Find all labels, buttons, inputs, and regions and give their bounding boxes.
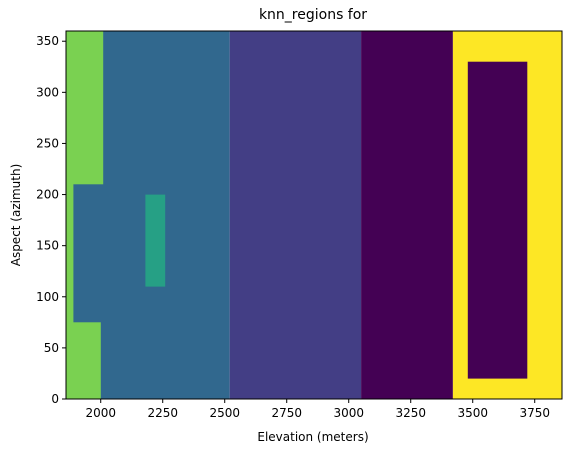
x-axis: 2000 2250 2500 2750 3000 3250 3500 3750: [85, 399, 550, 420]
heatmap-plot-area: [66, 31, 562, 399]
x-tick-label: 2000: [85, 406, 116, 420]
x-axis-label: Elevation (meters): [257, 430, 368, 444]
x-tick-label: 3750: [519, 406, 550, 420]
region-purple-8: [467, 61, 528, 379]
x-tick-label: 2750: [271, 406, 302, 420]
x-tick-label: 2250: [147, 406, 178, 420]
region-purple-6: [361, 31, 453, 399]
y-axis: 0 50 100 150 200 250 300 350: [36, 34, 66, 406]
region-lightgreen-2: [71, 322, 101, 399]
y-tick-label: 50: [44, 341, 59, 355]
x-tick-label: 2500: [209, 406, 240, 420]
y-tick-label: 350: [36, 34, 59, 48]
plot-frame: [65, 30, 563, 400]
y-tick-label: 150: [36, 239, 59, 253]
y-tick-label: 100: [36, 290, 59, 304]
y-axis-label: Aspect (azimuth): [9, 164, 23, 267]
y-tick-label: 200: [36, 188, 59, 202]
region-cyan-4: [145, 194, 166, 287]
x-tick-label: 3500: [457, 406, 488, 420]
y-tick-label: 300: [36, 85, 59, 99]
region-indigo-5: [229, 31, 362, 399]
y-tick-label: 250: [36, 136, 59, 150]
region-lightgreen-3: [71, 31, 104, 185]
x-tick-label: 3250: [395, 406, 426, 420]
y-tick-label: 0: [51, 392, 59, 406]
region-lightgreen-1: [66, 31, 74, 399]
chart-title: knn_regions for: [259, 7, 367, 23]
x-tick-label: 3000: [333, 406, 364, 420]
